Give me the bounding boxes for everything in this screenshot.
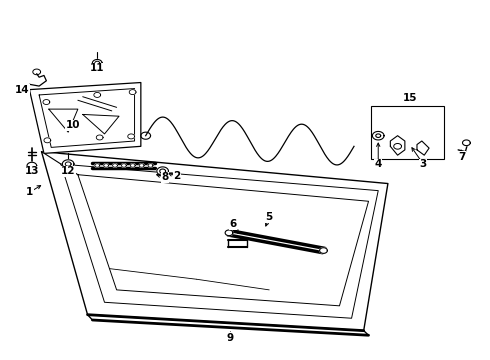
Polygon shape [104, 164, 109, 167]
Polygon shape [44, 138, 51, 143]
Polygon shape [94, 93, 100, 98]
Text: 14: 14 [15, 85, 29, 95]
Text: 10: 10 [66, 120, 80, 130]
Text: 8: 8 [161, 172, 169, 182]
Polygon shape [417, 141, 429, 155]
Polygon shape [122, 164, 126, 167]
Text: 13: 13 [24, 166, 39, 176]
Text: 9: 9 [227, 333, 234, 343]
Text: 15: 15 [402, 94, 417, 103]
Text: 6: 6 [229, 219, 237, 229]
Text: 5: 5 [266, 212, 273, 222]
Polygon shape [113, 164, 118, 167]
Polygon shape [139, 164, 144, 167]
Text: 7: 7 [458, 152, 466, 162]
Polygon shape [96, 135, 103, 140]
Polygon shape [128, 134, 135, 139]
Polygon shape [225, 230, 233, 236]
Text: 4: 4 [374, 159, 382, 169]
Polygon shape [95, 164, 99, 167]
Polygon shape [148, 164, 153, 167]
Text: 1: 1 [26, 188, 33, 197]
Text: 3: 3 [419, 159, 427, 169]
Polygon shape [130, 164, 135, 167]
Text: 2: 2 [173, 171, 181, 181]
Polygon shape [463, 140, 470, 145]
Polygon shape [319, 248, 327, 253]
Polygon shape [394, 144, 401, 149]
Polygon shape [43, 100, 50, 104]
Bar [371, 105, 443, 159]
Polygon shape [391, 136, 405, 155]
Polygon shape [42, 152, 388, 330]
Polygon shape [29, 82, 141, 153]
Polygon shape [93, 59, 102, 67]
Polygon shape [372, 131, 384, 140]
Polygon shape [27, 162, 37, 169]
Text: 12: 12 [61, 166, 75, 176]
Polygon shape [62, 160, 74, 168]
Polygon shape [157, 167, 169, 175]
Polygon shape [129, 90, 136, 95]
Text: 11: 11 [90, 63, 104, 73]
